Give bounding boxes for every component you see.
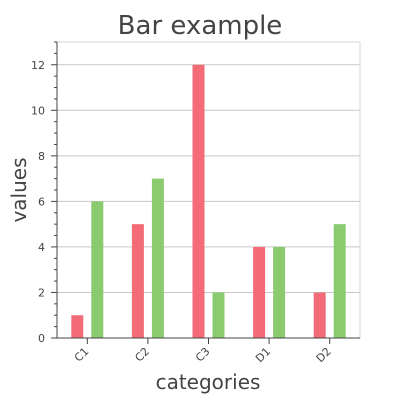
- bar-c3-series-1: [192, 64, 205, 339]
- x-axis: C1 C2 C3 D1 D2: [57, 337, 360, 365]
- x-tick-label: D2: [314, 345, 334, 365]
- bars: [71, 64, 346, 339]
- bar-c1-series-1: [71, 315, 84, 338]
- y-tick-label: 8: [38, 150, 45, 163]
- grid-lines: [57, 64, 360, 339]
- y-axis-label: values: [7, 157, 31, 222]
- bar-c1-series-2: [91, 201, 104, 338]
- x-tick-label: C1: [72, 345, 92, 365]
- y-tick-label: 2: [38, 286, 45, 299]
- bar-d2-series-1: [313, 292, 326, 338]
- bar-c2-series-1: [131, 224, 144, 338]
- bar-d2-series-2: [333, 224, 346, 338]
- y-tick-label: 10: [31, 104, 45, 117]
- y-axis: 0 2 4 6 8 10 12: [31, 41, 58, 345]
- x-tick-label: C2: [132, 345, 152, 365]
- bar-d1-series-1: [253, 246, 266, 338]
- y-tick-label: 4: [38, 241, 45, 254]
- bar-d1-series-2: [273, 246, 286, 338]
- y-tick-label: 0: [38, 332, 45, 345]
- x-tick-label: D1: [253, 345, 273, 365]
- bar-c2-series-2: [151, 178, 164, 338]
- y-tick-label: 12: [31, 59, 45, 72]
- bar-c3-series-2: [212, 292, 225, 338]
- chart-title: Bar example: [118, 11, 283, 41]
- x-axis-label: categories: [156, 370, 261, 394]
- x-tick-label: C3: [193, 345, 213, 365]
- y-tick-label: 6: [38, 195, 45, 208]
